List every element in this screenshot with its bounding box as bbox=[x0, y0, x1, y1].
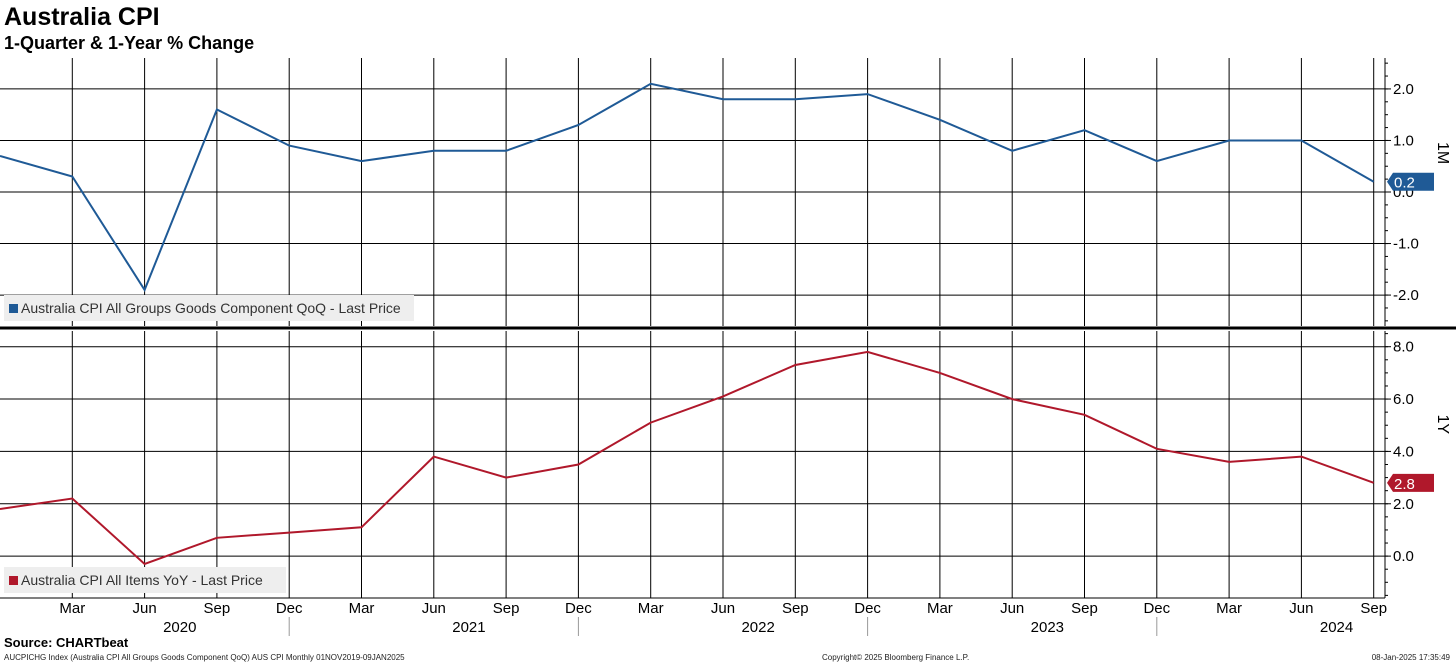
x-tick-label: Sep bbox=[782, 600, 809, 617]
last-value-label: 0.2 bbox=[1394, 175, 1415, 192]
copyright-note: Copyright© 2025 Bloomberg Finance L.P. bbox=[822, 653, 970, 662]
y-tick-label: 2.0 bbox=[1393, 81, 1414, 98]
x-tick-label: Sep bbox=[1360, 600, 1387, 617]
y-tick-label: 6.0 bbox=[1393, 391, 1414, 408]
x-tick-label: Dec bbox=[276, 600, 303, 617]
x-tick-label: Jun bbox=[711, 600, 735, 617]
x-year-label: 2022 bbox=[741, 619, 774, 636]
series-line bbox=[0, 350, 1375, 566]
y-tick-label: 2.0 bbox=[1393, 496, 1414, 513]
legend-box bbox=[4, 295, 414, 321]
legend-label: Australia CPI All Groups Goods Component… bbox=[21, 300, 401, 316]
x-tick-label: Mar bbox=[927, 600, 953, 617]
x-tick-label: Mar bbox=[349, 600, 375, 617]
legend-box bbox=[4, 567, 286, 593]
last-value-label: 2.8 bbox=[1394, 476, 1415, 493]
series-line bbox=[0, 82, 1375, 293]
x-tick-label: Mar bbox=[59, 600, 85, 617]
x-tick-label: Jun bbox=[1289, 600, 1313, 617]
last-value-tag bbox=[1387, 172, 1434, 191]
x-tick-label: Sep bbox=[204, 600, 231, 617]
source-note: Source: CHARTbeat bbox=[4, 635, 129, 650]
y-tick-label: -2.0 bbox=[1393, 287, 1419, 304]
x-year-label: 2023 bbox=[1031, 619, 1064, 636]
y-tick-label: -1.0 bbox=[1393, 236, 1419, 253]
x-tick-label: Jun bbox=[422, 600, 446, 617]
y-tick-label: 8.0 bbox=[1393, 339, 1414, 356]
x-tick-label: Mar bbox=[638, 600, 664, 617]
x-tick-label: Sep bbox=[1071, 600, 1098, 617]
chart-title: Australia CPI bbox=[4, 3, 160, 31]
x-tick-label: Dec bbox=[565, 600, 592, 617]
x-tick-label: Jun bbox=[133, 600, 157, 617]
x-year-label: 2021 bbox=[452, 619, 485, 636]
x-tick-label: Mar bbox=[1216, 600, 1242, 617]
x-tick-label: Dec bbox=[854, 600, 881, 617]
legend-swatch bbox=[9, 304, 18, 313]
panel-side-label: 1M bbox=[1434, 142, 1451, 164]
x-tick-label: Jun bbox=[1000, 600, 1024, 617]
timestamp: 08-Jan-2025 17:35:49 bbox=[1371, 653, 1450, 662]
y-tick-label: 0.0 bbox=[1393, 548, 1414, 565]
panel-side-label: 1Y bbox=[1434, 415, 1451, 435]
x-tick-label: Dec bbox=[1143, 600, 1170, 617]
chart-subtitle: 1-Quarter & 1-Year % Change bbox=[4, 33, 255, 53]
x-year-label: 2024 bbox=[1320, 619, 1353, 636]
x-tick-label: Sep bbox=[493, 600, 520, 617]
y-tick-label: 1.0 bbox=[1393, 132, 1414, 149]
legend-swatch bbox=[9, 576, 18, 585]
x-year-label: 2020 bbox=[163, 619, 196, 636]
y-tick-label: 4.0 bbox=[1393, 443, 1414, 460]
last-value-tag bbox=[1387, 473, 1434, 492]
ticker-info: AUCPICHG Index (Australia CPI All Groups… bbox=[4, 653, 405, 662]
legend-label: Australia CPI All Items YoY - Last Price bbox=[21, 572, 263, 588]
